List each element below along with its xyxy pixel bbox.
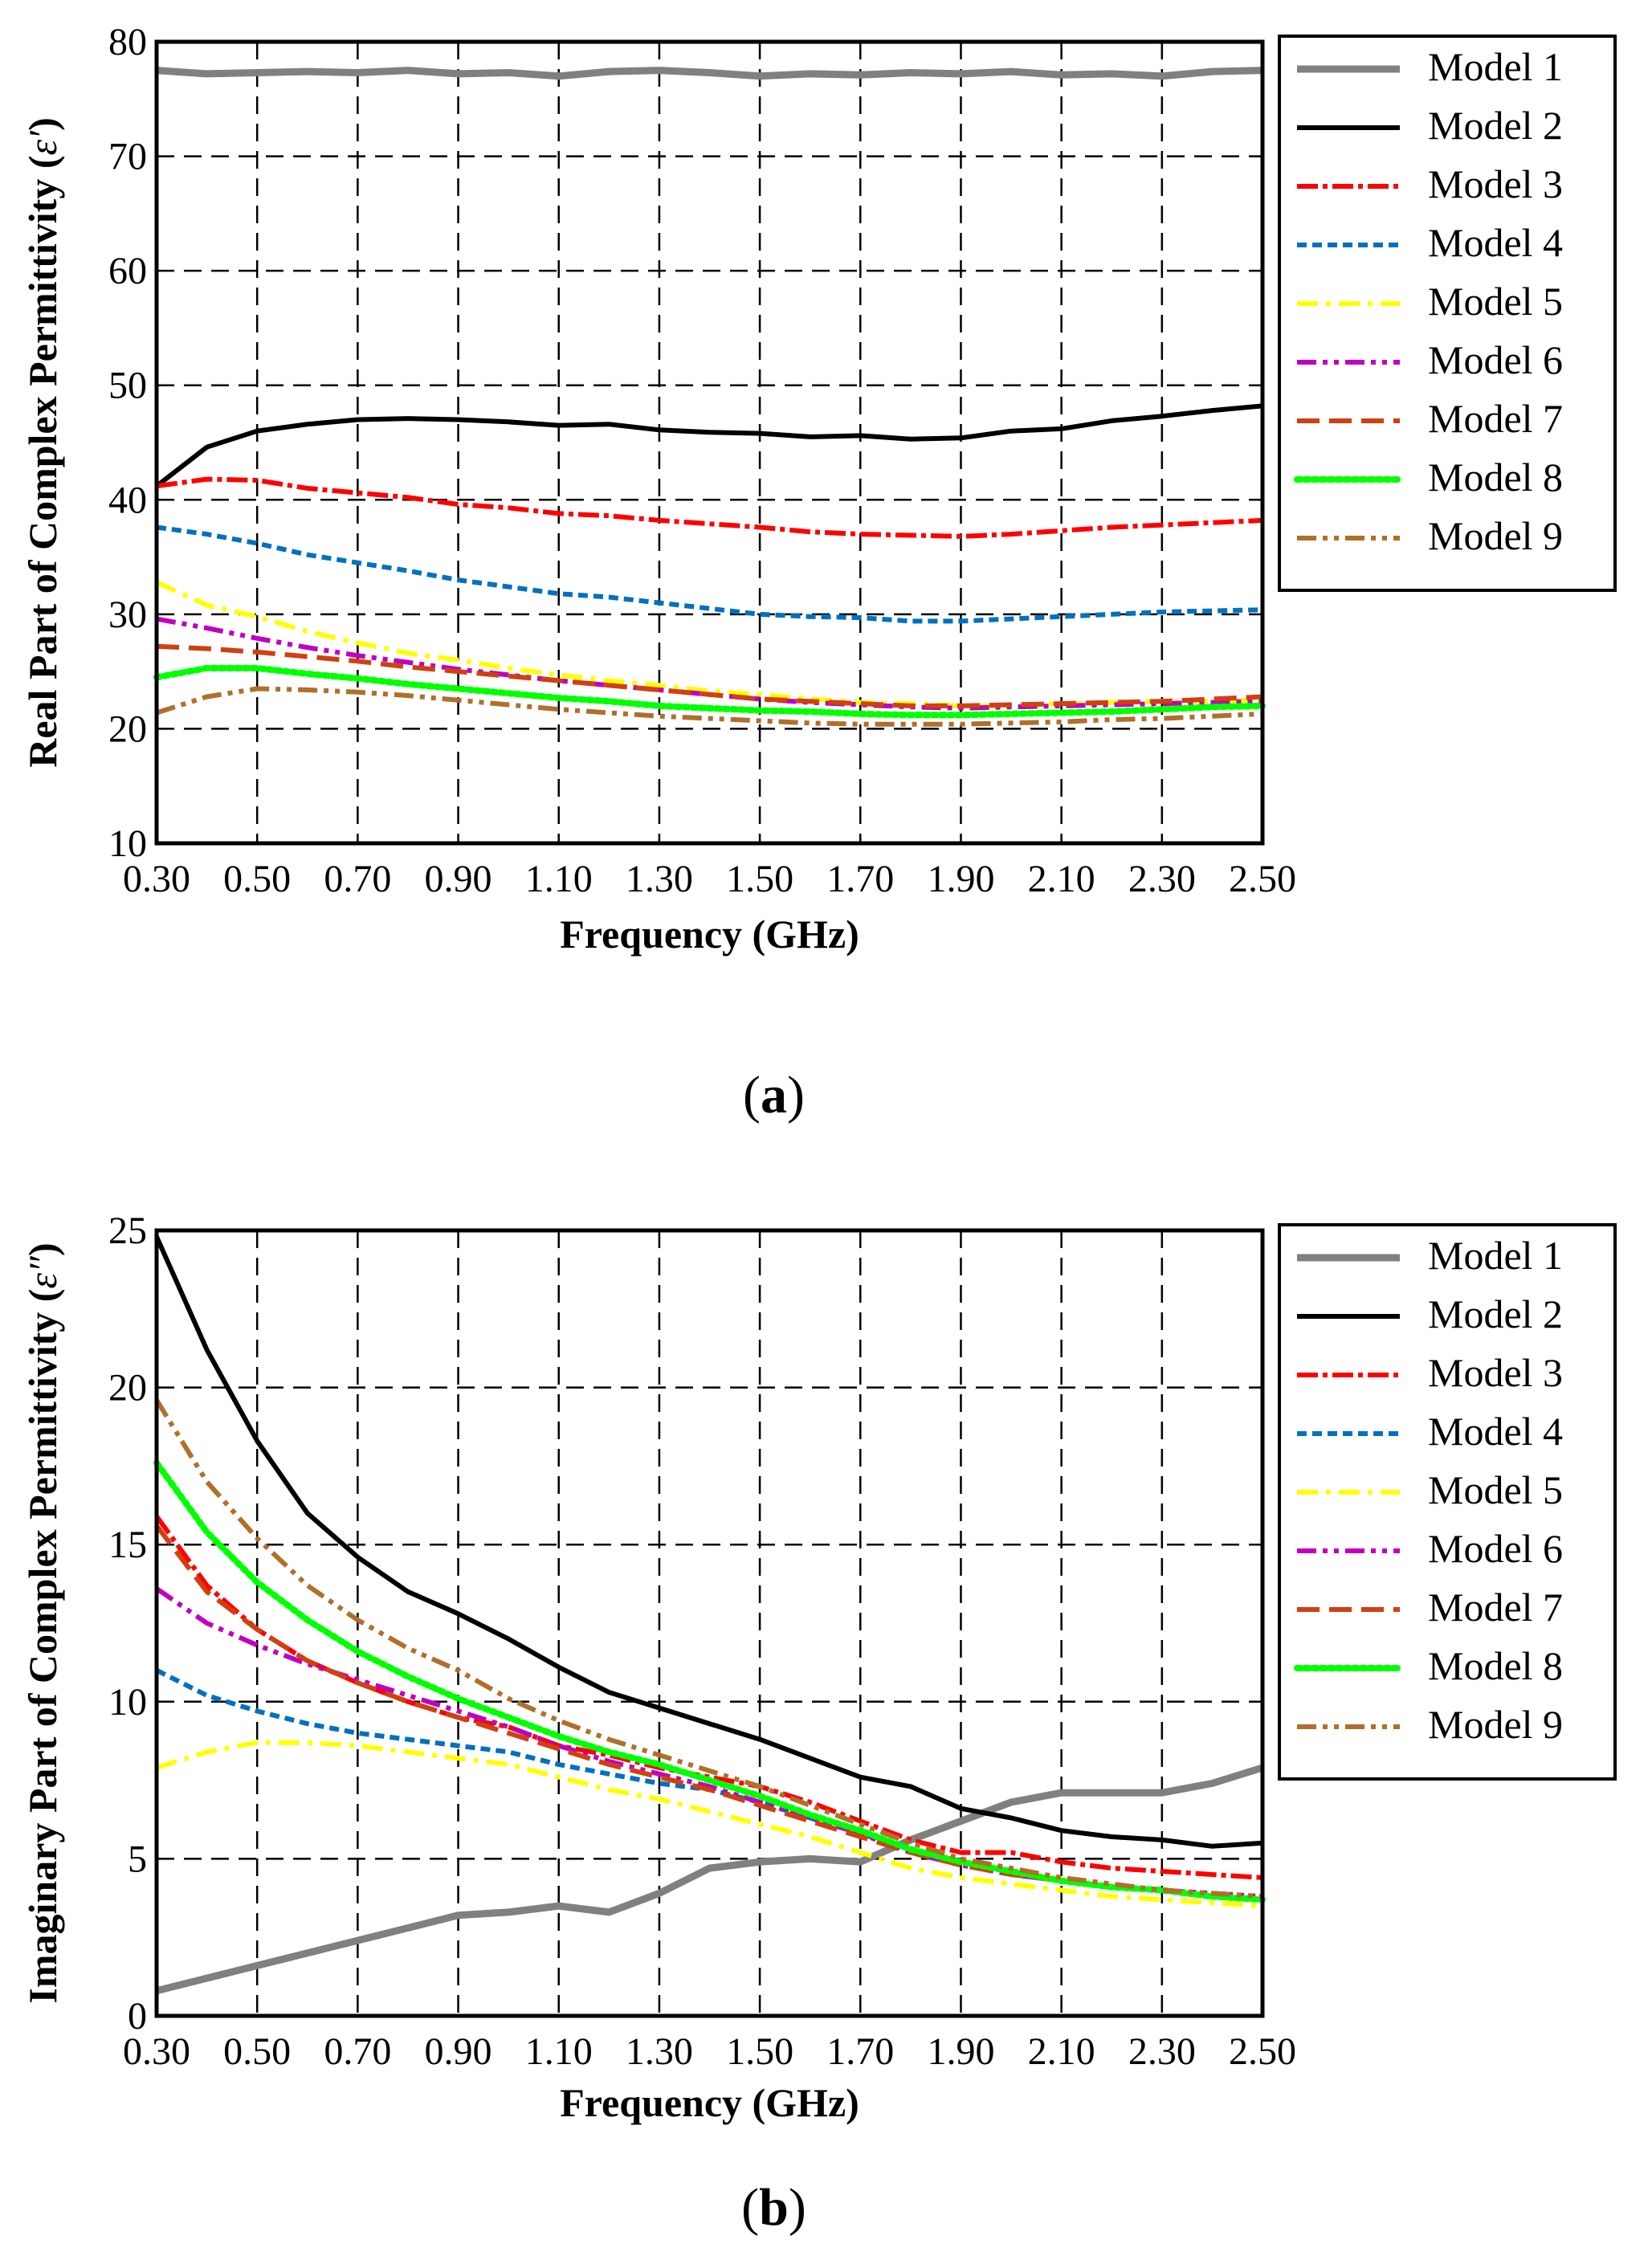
c0-x-tick-label: 1.90 <box>927 858 994 900</box>
c0-x-tick-label: 2.10 <box>1028 858 1095 900</box>
c1-x-tick-label: 1.30 <box>626 2030 693 2073</box>
c1-series-line-1 <box>155 1764 1264 1995</box>
c1-y-axis-title-close: ) <box>20 1242 65 1256</box>
c0-y-tick-label: 20 <box>108 708 147 750</box>
c1-x-tick-label: 2.10 <box>1028 2030 1095 2073</box>
c0-y-tick-label: 30 <box>108 594 147 636</box>
c0-y-tick-label: 70 <box>108 136 147 178</box>
c1-panel-label-letter: b <box>759 2178 789 2237</box>
c1-y-tick-label: 20 <box>108 1367 147 1410</box>
c0-y-tick-label: 60 <box>108 250 147 292</box>
c0-x-axis-title: Frequency (GHz) <box>560 912 859 957</box>
c0-legend-label-8: Model 8 <box>1428 455 1563 500</box>
c0-x-tick-label: 0.90 <box>425 858 492 900</box>
c0-y-tick-label: 50 <box>108 365 147 407</box>
c0-legend-label-5: Model 5 <box>1428 279 1563 324</box>
c0-panel-label-open: ( <box>743 1066 761 1124</box>
c1-x-axis-title: Frequency (GHz) <box>560 2080 859 2125</box>
c0-legend-label-2: Model 2 <box>1428 103 1563 148</box>
c0-series-line-8 <box>153 664 1266 719</box>
c1-x-tick-label: 1.50 <box>726 2030 793 2073</box>
c1-series-line-3 <box>154 1515 1263 1880</box>
c0-plot-frame <box>154 39 1265 846</box>
c1-x-tick-label: 0.70 <box>324 2030 391 2073</box>
c1-x-tick-label: 2.50 <box>1229 2030 1296 2073</box>
c1-x-tick-label: 1.70 <box>826 2030 894 2073</box>
c1-y-tick-label: 5 <box>128 1838 147 1880</box>
c1-y-axis-title: Imaginary Part of Complex Permittivity (… <box>20 1242 65 2003</box>
c0-panel-label-close: ) <box>787 1066 805 1124</box>
c0-x-tick-label: 0.30 <box>123 858 190 900</box>
c0-y-tick-label: 40 <box>108 479 147 521</box>
c1-panel-label: (b) <box>741 2178 806 2237</box>
c1-panel-label-open: ( <box>741 2178 759 2237</box>
c1-legend-label-7: Model 7 <box>1428 1585 1563 1630</box>
c1-series-line-9 <box>154 1398 1263 1899</box>
c0-x-tick-label: 0.50 <box>223 858 291 900</box>
c1-series-line-7 <box>154 1524 1263 1903</box>
c1-x-tick-label: 1.90 <box>927 2030 994 2073</box>
c1-legend-label-4: Model 4 <box>1428 1409 1563 1454</box>
c0-y-axis-title-text: Real Part of Complex Permittivity ( <box>20 156 65 768</box>
c0-legend-label-9: Model 9 <box>1428 513 1563 558</box>
c0-x-tick-label: 1.70 <box>826 858 894 900</box>
c1-y-axis-title-symbol: ε″ <box>20 1255 65 1289</box>
c0-y-tick-label: 80 <box>108 21 147 63</box>
c1-series-line-2 <box>154 1235 1263 1849</box>
chart-a: 0.30 0.50 0.70 0.90 1.10 1.30 1.50 1.70 1.90 2.10… <box>20 21 1617 1124</box>
c0-x-tick-label: 1.30 <box>626 858 693 900</box>
c1-plot-frame <box>154 1228 1265 2018</box>
c0-y-axis-title-close: ) <box>20 117 65 131</box>
c0-legend-label-6: Model 6 <box>1428 337 1563 382</box>
c1-legend-label-8: Model 8 <box>1428 1643 1563 1688</box>
c0-x-tick-label: 1.10 <box>525 858 593 900</box>
c1-x-tick-label: 0.90 <box>425 2030 492 2073</box>
c1-legend-label-2: Model 2 <box>1428 1291 1563 1336</box>
c0-y-axis-title-symbol: ε′ <box>20 130 65 156</box>
c0-x-tick-label: 1.50 <box>726 858 793 900</box>
c0-x-tick-label: 2.30 <box>1128 858 1196 900</box>
chart-b: 0.30 0.50 0.70 0.90 1.10 1.30 1.50 1.70 1.90 2.10… <box>20 1210 1617 2237</box>
c1-legend-label-5: Model 5 <box>1428 1467 1563 1512</box>
c0-y-tick-label: 10 <box>108 822 147 865</box>
c1-y-tick-label: 25 <box>108 1210 147 1252</box>
c0-series-line-7 <box>156 643 1263 708</box>
c0-series-line-4 <box>156 524 1263 624</box>
c1-y-axis-title-text: Imaginary Part of Complex Permittivity ( <box>20 1289 65 2004</box>
c0-x-tick-label: 0.70 <box>324 858 391 900</box>
c1-y-tick-label: 0 <box>128 1995 147 2038</box>
c1-legend-label-9: Model 9 <box>1428 1702 1563 1747</box>
c0-legend-label-1: Model 1 <box>1428 44 1563 89</box>
c1-x-tick-label: 1.10 <box>525 2030 593 2073</box>
c1-panel-label-close: ) <box>789 2178 806 2237</box>
c0-series-line-3 <box>156 476 1263 539</box>
c1-x-tick-label: 0.50 <box>223 2030 291 2073</box>
c1-legend-label-3: Model 3 <box>1428 1350 1563 1395</box>
c0-series-line-1 <box>156 67 1263 80</box>
c0-panel-label-letter: a <box>761 1066 787 1124</box>
c0-legend-label-3: Model 3 <box>1428 161 1563 206</box>
c1-y-tick-label: 15 <box>108 1524 147 1566</box>
c1-x-tick-label: 0.30 <box>123 2030 190 2073</box>
c0-panel-label: (a) <box>743 1066 805 1124</box>
c0-x-tick-label: 2.50 <box>1229 858 1296 900</box>
c0-legend-label-7: Model 7 <box>1428 396 1563 441</box>
c0-legend-label-4: Model 4 <box>1428 220 1563 265</box>
c1-legend-label-1: Model 1 <box>1428 1233 1563 1278</box>
c1-x-tick-label: 2.30 <box>1128 2030 1196 2073</box>
c1-series-line-8 <box>153 1459 1266 1903</box>
c0-y-axis-title: Real Part of Complex Permittivity (ε′) <box>20 117 65 768</box>
c0-series-line-5 <box>155 580 1263 708</box>
c1-series-line-5 <box>156 1740 1263 1909</box>
c1-legend-label-6: Model 6 <box>1428 1526 1563 1571</box>
c0-series-line-9 <box>156 686 1263 727</box>
c0-series-line-2 <box>155 403 1263 488</box>
c1-y-tick-label: 10 <box>108 1681 147 1724</box>
